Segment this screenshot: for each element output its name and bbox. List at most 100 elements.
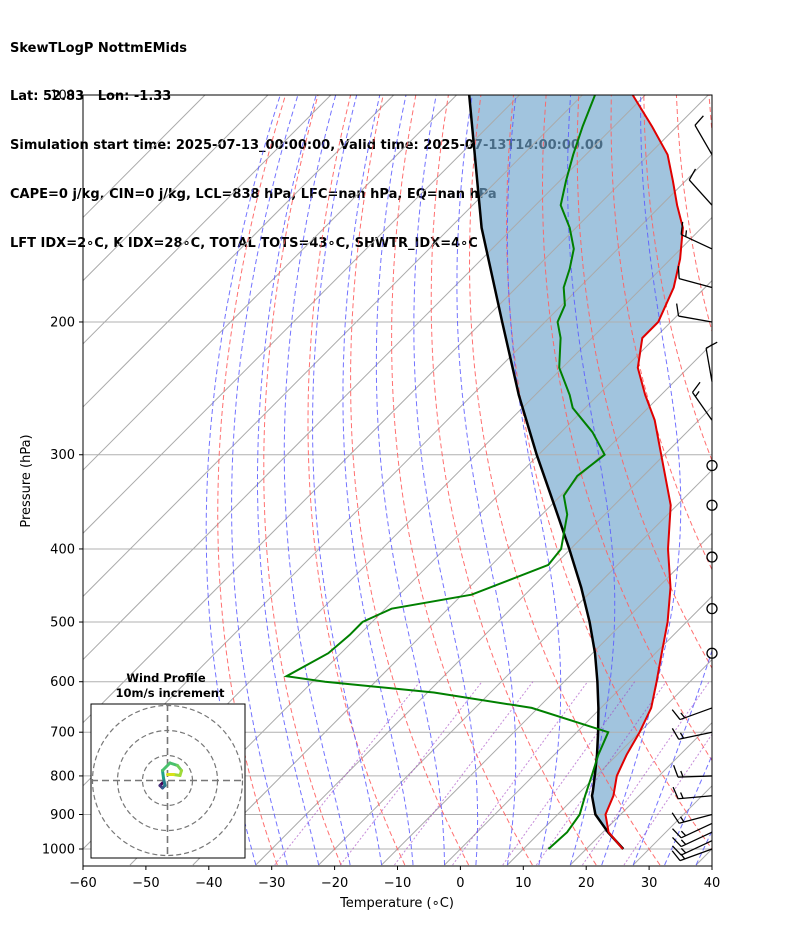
wind-barb — [672, 765, 713, 778]
moist-adiabat — [375, 95, 445, 865]
dewpoint-line — [283, 95, 610, 850]
wind-barb — [691, 381, 713, 421]
wind-barb-flag — [680, 221, 684, 235]
wind-barb-staff — [680, 233, 713, 250]
moist-adiabat — [312, 95, 383, 866]
x-tick-label: −60 — [69, 876, 96, 891]
moist-adiabat — [413, 95, 479, 866]
y-tick-label: 500 — [50, 616, 75, 631]
x-tick-label: 30 — [641, 876, 658, 891]
wind-barb-staff — [680, 840, 713, 856]
parcel-profile-line — [467, 95, 625, 850]
wind-barb-staff — [688, 179, 713, 206]
x-axis-label: Temperature (∘C) — [339, 896, 454, 911]
dry-adiabat — [350, 95, 470, 866]
dry-adiabat — [708, 95, 712, 136]
wind-barb-flag — [691, 381, 701, 393]
isotherm-line — [759, 95, 794, 865]
x-tick-label: −20 — [321, 876, 348, 891]
wind-barb-calm — [706, 551, 718, 563]
wind-barb-staff — [679, 848, 713, 862]
wind-barb-half-flag — [680, 712, 686, 719]
wind-barb-staff — [678, 278, 713, 289]
dry-adiabat — [430, 95, 597, 866]
wind-barb-flag — [671, 850, 681, 862]
isotherm-line — [83, 95, 709, 724]
plot-area — [83, 95, 794, 866]
wind-barb — [672, 786, 713, 800]
wind-barb-staff — [680, 831, 713, 848]
dry-adiabat — [643, 95, 712, 462]
moist-adiabat — [695, 829, 712, 866]
y-tick-label: 700 — [50, 726, 75, 741]
y-tick-label: 900 — [50, 808, 75, 823]
wind-barb-staff — [678, 315, 713, 323]
x-tick-label: 20 — [578, 876, 595, 891]
moist-adiabat — [567, 95, 616, 866]
wind-barb-staff — [691, 392, 713, 421]
y-tick-label: 100 — [50, 89, 75, 104]
chart-title-block: SkewTLogP NottmEMids Lat: 52.83 Lon: -1.… — [10, 8, 603, 269]
isotherm-line — [507, 658, 712, 866]
dry-adiabat — [468, 95, 661, 866]
wind-barb-staff — [678, 795, 713, 800]
isotherm-line — [83, 95, 395, 408]
wind-barb — [671, 728, 713, 740]
wind-barb — [672, 840, 713, 856]
wind-barb — [688, 168, 713, 206]
moist-adiabat — [257, 95, 320, 866]
isotherm-line — [318, 469, 712, 866]
location-line: Lat: 52.83 Lon: -1.33 — [10, 89, 172, 105]
wind-barb-staff — [678, 731, 713, 740]
moist-adiabat — [601, 95, 682, 866]
wind-barb-staff — [680, 822, 713, 839]
isotherm-line — [129, 279, 712, 866]
cape-line: CAPE=0 j/kg, CIN=0 j/kg, LCL=838 hPa, LF… — [10, 187, 497, 203]
dry-adiabat — [742, 95, 794, 865]
wind-barb-half-flag — [679, 732, 685, 739]
x-tick-label: −40 — [195, 876, 222, 891]
isotherm-line — [569, 721, 712, 866]
wind-barb-staff — [679, 707, 713, 721]
wind-barb — [671, 707, 713, 721]
isotherm-line — [381, 532, 712, 866]
dry-adiabat — [307, 95, 406, 866]
dry-adiabat — [774, 95, 794, 865]
wind-barb-calm — [706, 499, 718, 511]
wind-barb-half-flag — [679, 816, 685, 823]
dry-adiabat — [217, 95, 286, 866]
isotherm-line — [83, 95, 457, 471]
isotherm-line — [695, 848, 712, 866]
x-tick-label: −50 — [132, 876, 159, 891]
chart-title: SkewTLogP NottmEMids — [10, 40, 188, 56]
wind-barb-flag — [672, 845, 682, 856]
x-tick-label: −10 — [384, 876, 411, 891]
moist-adiabat — [456, 95, 517, 866]
isotherm-line — [83, 95, 646, 661]
isotherm-line — [83, 95, 332, 345]
wind-barb-half-flag — [694, 391, 700, 397]
isotherm-line — [444, 595, 712, 866]
y-axis-label: Pressure (hPa) — [19, 434, 34, 527]
moist-adiabat — [283, 95, 351, 866]
wind-barb-calm — [706, 647, 718, 659]
mixing-ratio-line — [452, 681, 589, 866]
moist-adiabat — [506, 95, 562, 866]
mixing-ratio-line — [274, 681, 421, 866]
wind-barb-half-flag — [680, 830, 687, 837]
wind-barb-flag — [676, 303, 680, 317]
dry-adiabat — [263, 95, 342, 866]
x-tick-label: −30 — [258, 876, 285, 891]
wind-barb-staff — [677, 775, 713, 778]
mixing-ratio-line — [623, 733, 712, 866]
isotherm-line — [192, 343, 712, 866]
moist-adiabat — [759, 95, 794, 865]
hodograph-title: Wind Profile — [126, 671, 206, 685]
hodograph-inset — [90, 703, 246, 859]
wind-barb — [676, 303, 713, 323]
temperature-line — [604, 95, 684, 850]
wind-barb-flag — [672, 828, 682, 839]
hodograph-segment — [161, 761, 172, 772]
wind-barb-flag — [672, 836, 682, 848]
